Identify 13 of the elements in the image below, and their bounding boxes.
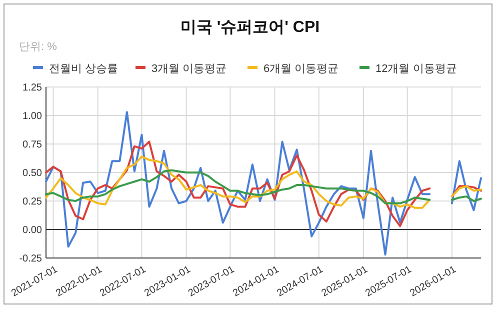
legend-label: 6개월 이동평균	[264, 62, 339, 75]
y-tick-label: 1.00	[22, 111, 42, 122]
chart-title: 미국 '슈퍼코어' CPI	[180, 19, 320, 36]
y-tick-label: 0.00	[22, 225, 42, 236]
y-tick-label: -0.25	[19, 254, 42, 264]
y-tick-label: 0.25	[22, 196, 42, 208]
legend-label: 전월비 상승률	[49, 62, 118, 75]
y-tick-label: 1.25	[22, 82, 42, 94]
legend-label: 12개월 이동평균	[376, 62, 457, 75]
y-tick-label: 0.75	[22, 140, 42, 150]
y-tick-label: 0.50	[22, 168, 42, 179]
chart-subtitle: 단위: %	[19, 41, 58, 53]
legend-label: 3개월 이동평균	[152, 62, 227, 75]
